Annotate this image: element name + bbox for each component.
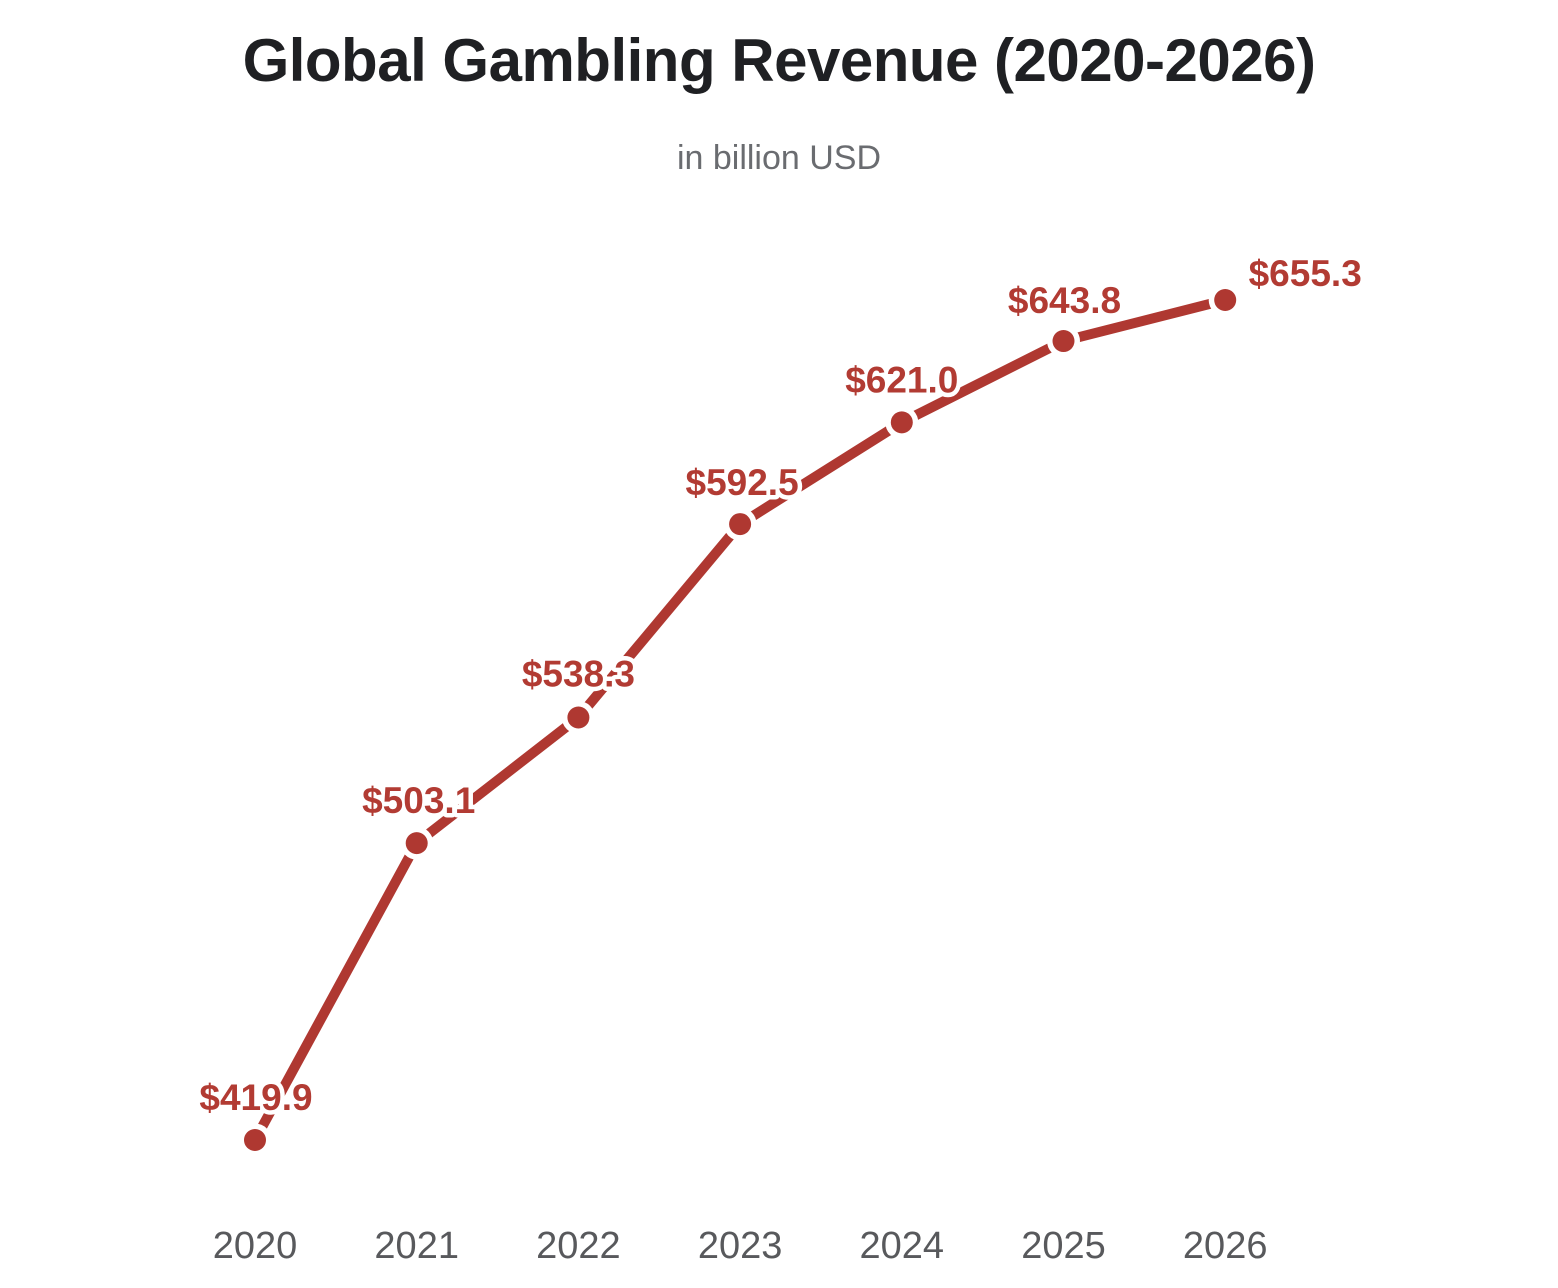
x-axis-label-2024: 2024 — [860, 1225, 945, 1267]
value-label-2022: $538.3 — [522, 654, 635, 695]
data-point-2022[interactable] — [567, 706, 590, 729]
data-point-2021[interactable] — [405, 832, 428, 855]
revenue-line — [250, 295, 1231, 1145]
data-point-2026[interactable] — [1214, 289, 1237, 311]
x-axis-label-2020: 2020 — [213, 1225, 298, 1267]
data-point-2025[interactable] — [1052, 330, 1075, 353]
chart-title: Global Gambling Revenue (2020-2026) — [242, 27, 1316, 94]
data-point-2024[interactable] — [890, 411, 913, 434]
x-axis-label-2022: 2022 — [536, 1225, 621, 1267]
chart-page: Global Gambling Revenue (2020-2026) in b… — [0, 28, 1558, 1288]
value-label-2020: $419.9 — [199, 1077, 312, 1118]
value-label-2023: $592.5 — [686, 462, 799, 503]
chart-subtitle: in billion USD — [676, 139, 882, 177]
x-axis-label-2023: 2023 — [698, 1225, 783, 1267]
data-point-2023[interactable] — [729, 513, 752, 536]
value-label-2021: $503.1 — [362, 780, 475, 821]
value-label-2026: $655.3 — [1249, 253, 1362, 294]
value-label-2025: $643.8 — [1008, 280, 1121, 321]
x-axis-label-2025: 2025 — [1021, 1225, 1106, 1267]
x-axis-label-2026: 2026 — [1183, 1225, 1268, 1267]
value-label-2024: $621.0 — [845, 359, 958, 400]
data-point-2020[interactable] — [244, 1129, 266, 1151]
line-chart: $419.9 $503.1 $538.3 $592.5 $621.0 $643.8 $655… — [195, 249, 1366, 1268]
x-axis-label-2021: 2021 — [374, 1225, 459, 1267]
